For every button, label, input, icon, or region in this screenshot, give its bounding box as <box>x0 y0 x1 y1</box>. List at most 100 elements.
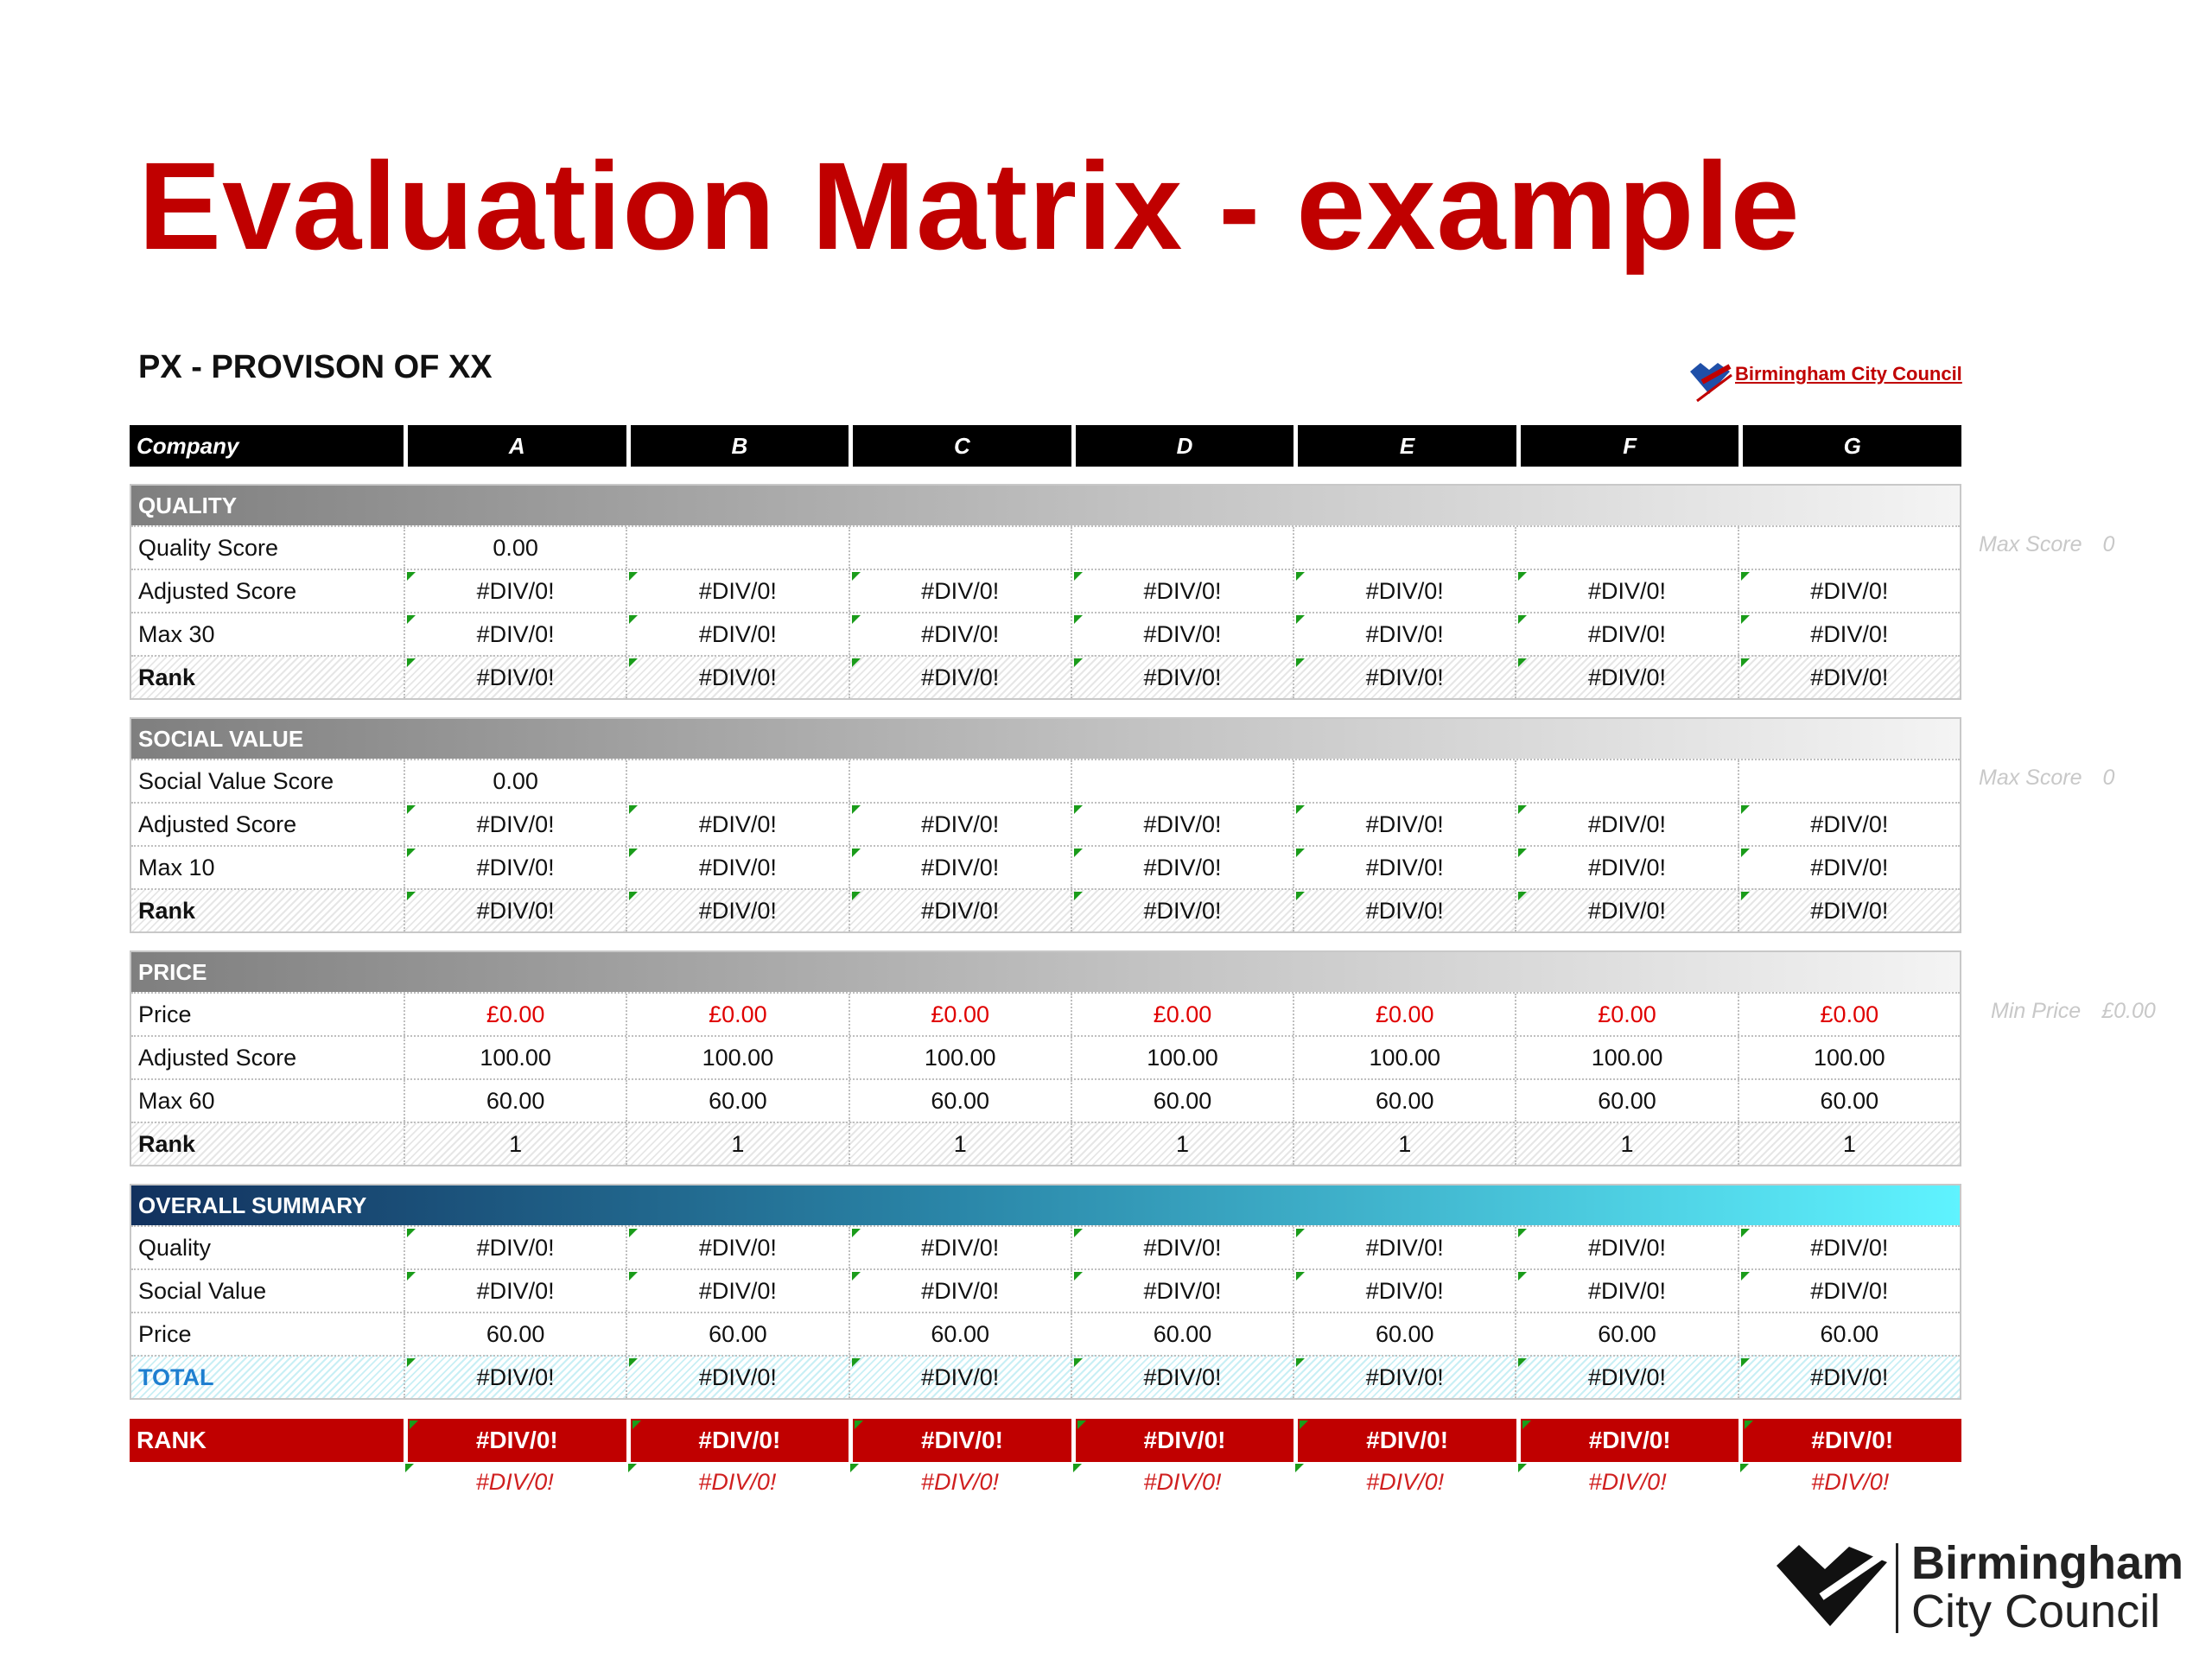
final-rank-cell[interactable]: #DIV/0! <box>1743 1419 1962 1462</box>
final-rank-sub-cell[interactable]: #DIV/0! <box>1516 1462 1739 1502</box>
table-cell[interactable]: 60.00 <box>405 1080 628 1122</box>
final-rank-cell[interactable]: #DIV/0! <box>630 1419 849 1462</box>
table-cell[interactable]: £0.00 <box>850 994 1072 1035</box>
table-cell[interactable]: #DIV/0! <box>405 570 628 612</box>
table-cell[interactable]: #DIV/0! <box>1516 847 1739 888</box>
table-cell[interactable] <box>627 527 850 569</box>
table-cell[interactable]: #DIV/0! <box>405 890 628 931</box>
table-cell[interactable]: 0.00 <box>405 527 628 569</box>
table-cell[interactable]: 100.00 <box>1516 1037 1739 1078</box>
final-rank-sub-cell[interactable]: #DIV/0! <box>626 1462 849 1502</box>
table-cell[interactable]: £0.00 <box>627 994 850 1035</box>
table-cell[interactable]: 60.00 <box>850 1080 1072 1122</box>
table-cell[interactable]: #DIV/0! <box>1294 657 1517 698</box>
table-cell[interactable]: #DIV/0! <box>1516 1227 1739 1268</box>
table-cell[interactable]: #DIV/0! <box>627 804 850 845</box>
final-rank-cell[interactable]: #DIV/0! <box>1298 1419 1516 1462</box>
table-cell[interactable]: #DIV/0! <box>1516 613 1739 655</box>
final-rank-cell[interactable]: #DIV/0! <box>1520 1419 1739 1462</box>
final-rank-sub-cell[interactable]: #DIV/0! <box>849 1462 1071 1502</box>
table-cell[interactable]: #DIV/0! <box>1072 570 1295 612</box>
table-cell[interactable]: #DIV/0! <box>1072 613 1295 655</box>
table-cell[interactable] <box>850 527 1072 569</box>
table-cell[interactable]: #DIV/0! <box>627 1270 850 1312</box>
table-cell[interactable] <box>1516 527 1739 569</box>
table-cell[interactable]: 100.00 <box>850 1037 1072 1078</box>
table-cell[interactable]: £0.00 <box>1820 1001 1879 1027</box>
table-cell[interactable] <box>627 760 850 802</box>
table-cell[interactable]: 1 <box>850 1123 1072 1165</box>
table-cell[interactable]: 60.00 <box>1820 1087 1879 1114</box>
table-cell[interactable]: #DIV/0! <box>1516 1270 1739 1312</box>
table-cell[interactable]: #DIV/0! <box>1739 1227 1960 1268</box>
table-cell[interactable]: #DIV/0! <box>405 804 628 845</box>
table-cell[interactable]: #DIV/0! <box>1072 890 1295 931</box>
table-cell[interactable]: #DIV/0! <box>1516 570 1739 612</box>
table-cell[interactable]: #DIV/0! <box>405 657 628 698</box>
table-cell[interactable]: #DIV/0! <box>1294 570 1517 612</box>
table-cell[interactable] <box>1294 527 1517 569</box>
table-cell[interactable]: #DIV/0! <box>405 613 628 655</box>
table-cell[interactable]: #DIV/0! <box>627 657 850 698</box>
table-cell[interactable]: £0.00 <box>1294 994 1517 1035</box>
table-cell[interactable]: #DIV/0! <box>1739 570 1960 612</box>
table-cell[interactable]: #DIV/0! <box>1294 1270 1517 1312</box>
final-rank-cell[interactable]: #DIV/0! <box>853 1419 1071 1462</box>
table-cell[interactable]: #DIV/0! <box>1739 657 1960 698</box>
table-cell[interactable]: #DIV/0! <box>1739 847 1960 888</box>
table-cell[interactable]: 1 <box>1072 1123 1295 1165</box>
table-cell[interactable]: #DIV/0! <box>1294 890 1517 931</box>
table-cell[interactable]: #DIV/0! <box>627 613 850 655</box>
table-cell[interactable]: #DIV/0! <box>1739 890 1960 931</box>
table-cell[interactable]: #DIV/0! <box>405 1270 628 1312</box>
table-cell[interactable]: #DIV/0! <box>1516 1357 1739 1398</box>
table-cell[interactable] <box>1739 760 1960 802</box>
table-cell[interactable]: #DIV/0! <box>627 1357 850 1398</box>
table-cell[interactable] <box>1294 760 1517 802</box>
table-cell[interactable]: 100.00 <box>1072 1037 1295 1078</box>
table-cell[interactable]: 60.00 <box>1072 1080 1295 1122</box>
table-cell[interactable]: #DIV/0! <box>405 1227 628 1268</box>
final-rank-cell[interactable]: #DIV/0! <box>408 1419 626 1462</box>
table-cell[interactable]: 60.00 <box>1516 1313 1739 1355</box>
table-cell[interactable]: #DIV/0! <box>1739 804 1960 845</box>
table-cell[interactable]: #DIV/0! <box>1072 657 1295 698</box>
table-cell[interactable]: #DIV/0! <box>850 613 1072 655</box>
table-cell[interactable]: #DIV/0! <box>850 890 1072 931</box>
table-cell[interactable]: #DIV/0! <box>1072 804 1295 845</box>
table-cell[interactable]: 1 <box>1516 1123 1739 1165</box>
table-cell[interactable]: #DIV/0! <box>1294 1357 1517 1398</box>
final-rank-cell[interactable]: #DIV/0! <box>1075 1419 1294 1462</box>
table-cell[interactable]: 60.00 <box>627 1313 850 1355</box>
table-cell[interactable]: 100.00 <box>1814 1044 1885 1071</box>
table-cell[interactable]: #DIV/0! <box>1294 613 1517 655</box>
table-cell[interactable]: #DIV/0! <box>1739 1270 1960 1312</box>
table-cell[interactable]: #DIV/0! <box>1739 1357 1960 1398</box>
table-cell[interactable] <box>1072 527 1295 569</box>
table-cell[interactable]: #DIV/0! <box>1072 847 1295 888</box>
table-cell[interactable]: 60.00 <box>850 1313 1072 1355</box>
table-cell[interactable]: 100.00 <box>405 1037 628 1078</box>
table-cell[interactable]: 100.00 <box>1294 1037 1517 1078</box>
final-rank-sub-cell[interactable]: #DIV/0! <box>1738 1462 1961 1502</box>
table-cell[interactable]: #DIV/0! <box>850 570 1072 612</box>
table-cell[interactable]: #DIV/0! <box>850 804 1072 845</box>
table-cell[interactable]: #DIV/0! <box>1516 890 1739 931</box>
table-cell[interactable]: #DIV/0! <box>1294 804 1517 845</box>
table-cell[interactable]: 60.00 <box>1516 1080 1739 1122</box>
table-cell[interactable]: #DIV/0! <box>1516 657 1739 698</box>
table-cell[interactable]: #DIV/0! <box>850 1357 1072 1398</box>
table-cell[interactable]: #DIV/0! <box>627 847 850 888</box>
table-cell[interactable]: #DIV/0! <box>627 570 850 612</box>
table-cell[interactable]: £0.00 <box>1516 994 1739 1035</box>
table-cell[interactable]: 1 <box>405 1123 628 1165</box>
table-cell[interactable]: 60.00 <box>1294 1313 1517 1355</box>
table-cell[interactable]: £0.00 <box>1072 994 1295 1035</box>
table-cell[interactable]: #DIV/0! <box>1072 1270 1295 1312</box>
table-cell[interactable]: 60.00 <box>1820 1320 1879 1347</box>
final-rank-sub-cell[interactable]: #DIV/0! <box>404 1462 626 1502</box>
table-cell[interactable] <box>850 760 1072 802</box>
table-cell[interactable]: £0.00 <box>405 994 628 1035</box>
table-cell[interactable]: 1 <box>1842 1130 1856 1157</box>
table-cell[interactable]: 60.00 <box>1294 1080 1517 1122</box>
